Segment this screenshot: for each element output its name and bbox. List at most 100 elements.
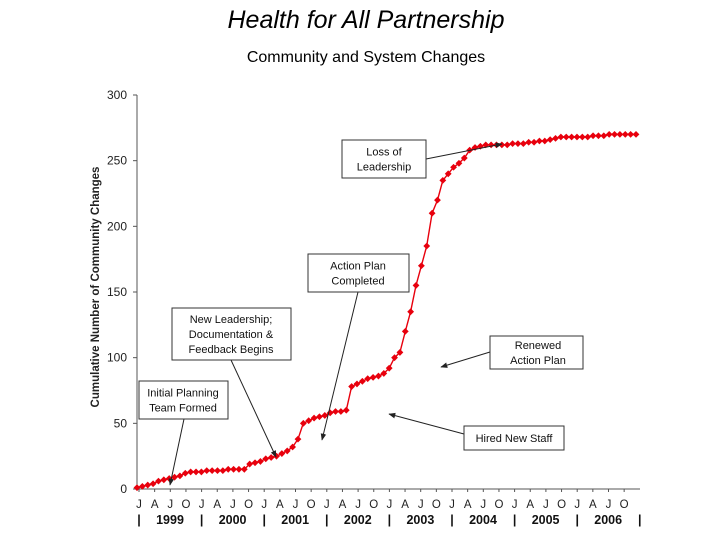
data-point — [289, 443, 297, 451]
data-point — [595, 132, 602, 140]
data-point — [450, 163, 457, 171]
data-point — [589, 132, 597, 140]
annotation-text: Leadership — [357, 162, 411, 174]
data-point — [460, 154, 468, 162]
x-tick-label: J — [167, 499, 173, 511]
data-point — [380, 370, 388, 377]
data-point — [224, 465, 232, 473]
data-point — [519, 140, 527, 147]
annotation-arrow — [425, 142, 503, 160]
annotation-box — [341, 139, 427, 179]
data-point — [160, 476, 168, 484]
x-tick-label: O — [494, 499, 503, 511]
data-point — [353, 380, 361, 388]
x-tick-label: A — [151, 499, 159, 511]
data-point — [214, 467, 221, 475]
data-point — [417, 262, 425, 270]
x-tick-label: J — [136, 499, 142, 511]
y-tick-label: 200 — [107, 219, 127, 233]
x-tick-label: J — [543, 499, 549, 511]
year-label: 1999 — [156, 513, 184, 527]
x-tick-label: J — [230, 499, 236, 511]
data-point — [401, 328, 409, 335]
x-tick-label: J — [449, 499, 455, 511]
year-label: 2005 — [532, 513, 560, 527]
data-point — [278, 450, 286, 457]
data-point — [503, 141, 511, 149]
chart-title: Health for All Partnership — [227, 6, 505, 34]
data-point — [240, 465, 248, 473]
data-point — [428, 209, 436, 217]
x-tick-label: O — [557, 499, 566, 511]
data-point — [455, 159, 463, 167]
annotation-arrow — [168, 418, 185, 486]
y-axis-label: Cumulative Number of Community Changes — [90, 167, 102, 408]
x-tick-label: A — [526, 499, 534, 511]
data-point — [337, 408, 345, 415]
year-label: 2003 — [406, 513, 434, 527]
annotation-arrow — [388, 412, 465, 435]
data-point — [187, 468, 195, 476]
annotation-text: Hired New Staff — [476, 433, 554, 445]
year-label: 2000 — [219, 513, 247, 527]
x-tick-label: A — [276, 499, 284, 511]
y-tick-label: 300 — [107, 88, 127, 102]
y-tick-label: 150 — [107, 285, 127, 299]
data-point — [541, 137, 549, 145]
x-tick-label: J — [355, 499, 361, 511]
data-point — [176, 472, 184, 480]
data-point — [171, 473, 178, 481]
annotation-text: Completed — [331, 276, 384, 288]
data-point — [246, 460, 254, 468]
x-tick-label: J — [324, 499, 330, 511]
data-point — [391, 354, 398, 362]
year-separator: | — [262, 513, 266, 527]
x-tick-label: A — [464, 499, 472, 511]
x-tick-label: A — [213, 499, 221, 511]
data-point — [149, 480, 157, 488]
data-point — [562, 133, 570, 141]
chart-subtitle: Community and System Changes — [246, 49, 486, 66]
data-point — [600, 132, 608, 140]
data-point — [509, 140, 516, 147]
data-point — [310, 414, 318, 422]
year-label: 2004 — [469, 513, 497, 527]
y-tick-label: 100 — [107, 351, 127, 365]
data-point — [155, 477, 162, 485]
x-tick-label: J — [199, 499, 205, 511]
x-tick-label: J — [293, 499, 299, 511]
data-point — [181, 469, 189, 477]
x-tick-label: J — [418, 499, 424, 511]
year-separator: | — [638, 513, 642, 527]
year-separator: | — [450, 513, 454, 527]
x-tick-label: O — [307, 499, 316, 511]
data-point — [611, 131, 618, 138]
data-point — [536, 137, 543, 145]
annotation-box — [463, 425, 565, 451]
y-tick-label: 0 — [120, 482, 127, 496]
year-separator: | — [200, 513, 204, 527]
annotation-box — [307, 253, 410, 293]
data-point — [364, 375, 372, 383]
data-point — [251, 459, 259, 467]
year-label: 2001 — [281, 513, 309, 527]
x-tick-label: J — [261, 499, 267, 511]
y-ticks: 0 50 100 150 200 250 300 — [107, 88, 137, 496]
data-point — [138, 482, 146, 490]
data-point — [316, 413, 323, 421]
data-point — [434, 196, 441, 204]
annotations: Initial Planning Team Formed New Leadershi… — [138, 139, 584, 486]
data-point — [144, 481, 152, 489]
x-ticks: J A J O J A J O J A J O J A J O J A J O J A J O J A J O J A J O| | | | | | | |… — [136, 489, 642, 527]
x-tick-label: J — [512, 499, 518, 511]
data-point — [482, 141, 490, 149]
x-tick-label: O — [181, 499, 190, 511]
data-point — [321, 412, 329, 419]
annotation-text: New Leadership; — [190, 314, 273, 326]
data-point — [267, 454, 275, 461]
data-point — [375, 372, 382, 380]
year-label: 2006 — [594, 513, 622, 527]
x-tick-label: O — [432, 499, 441, 511]
x-tick-label: J — [606, 499, 612, 511]
data-point — [219, 467, 227, 475]
